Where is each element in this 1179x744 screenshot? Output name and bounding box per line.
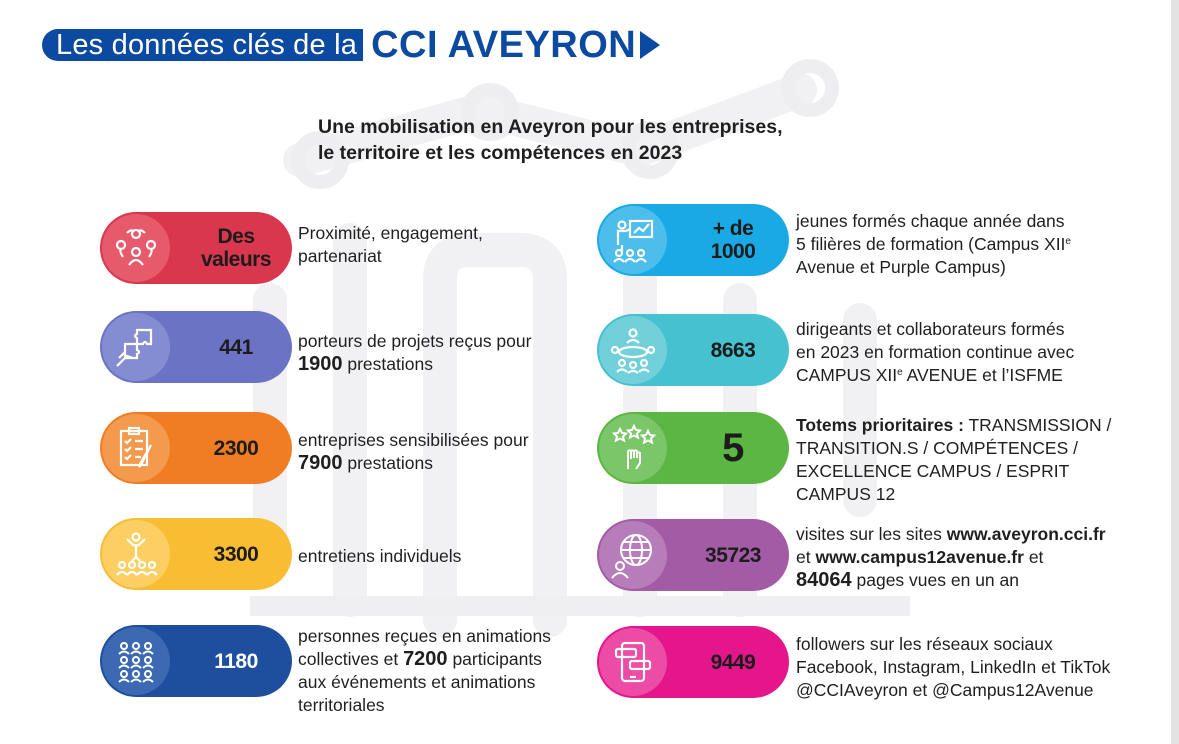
- stat-value: 35723: [705, 543, 761, 567]
- text-line-1: followers sur les réseaux sociaux: [796, 634, 1053, 654]
- text-line-2: Facebook, Instagram, LinkedIn et TikTok: [796, 657, 1111, 677]
- header-title-light: Les données clés de la: [42, 29, 364, 61]
- site-link-1: www.aveyron.cci.fr: [946, 524, 1106, 544]
- stat-value: 8663: [710, 338, 756, 362]
- stat-text-b: prestations: [347, 354, 433, 374]
- stat-number: 7900: [298, 452, 343, 474]
- text-line-1: visites sur les sites: [796, 524, 942, 544]
- header-arrow-icon: [640, 31, 661, 59]
- puzzle-hand-icon: [102, 313, 170, 381]
- text-line-2b: et: [1028, 547, 1044, 567]
- stat-card-interviews: 3300: [100, 518, 292, 590]
- stat-text-visits: visites sur les sites www.aveyron.cci.fr…: [796, 523, 1136, 592]
- stat-text-totems: Totems prioritaires : TRANSMISSION / TRA…: [796, 414, 1136, 506]
- crowd-icon: [102, 627, 170, 695]
- stat-card-followers: 9449: [597, 626, 789, 698]
- text-line-3: @CCIAveyron et @Campus12Avenue: [796, 680, 1094, 700]
- stat-value-line-1: Des: [217, 225, 255, 248]
- people-circle-icon: [102, 214, 170, 282]
- text-line-3b: AVENUE et l’ISFME: [902, 365, 1063, 385]
- stat-card-youth: + de 1000: [597, 204, 789, 276]
- text-line-3: Avenue et Purple Campus): [796, 257, 1006, 277]
- header-title-strong: CCI AVEYRON: [371, 24, 637, 66]
- stat-value: 3300: [213, 542, 259, 566]
- stat-text-interviews: entretiens individuels: [298, 546, 462, 566]
- stat-text-a: entreprises sensibilisées pour: [298, 430, 529, 450]
- meeting-table-icon: [599, 316, 667, 384]
- stat-value: 2300: [213, 436, 259, 460]
- superscript: e: [1065, 236, 1071, 247]
- page-edge: [1171, 0, 1179, 744]
- stars-hand-icon: [599, 414, 667, 482]
- site-link-2: www.campus12avenue.fr: [815, 547, 1024, 567]
- stat-number: 7200: [403, 648, 448, 670]
- stat-text-a: porteurs de projets reçus pour: [298, 331, 532, 351]
- text-line-2: TRANSITION.S / COMPÉTENCES /: [796, 438, 1078, 458]
- stat-card-trained: 8663: [597, 314, 789, 386]
- stat-value: + de 1000: [677, 204, 789, 276]
- stat-card-visits: 35723: [597, 519, 789, 591]
- text-line-3: pages vues en un an: [856, 570, 1020, 590]
- stat-text-b: participants aux événements et animation…: [298, 649, 542, 715]
- stat-text-a: personnes reçues en animations collectiv…: [298, 626, 551, 669]
- subtitle-line-2: le territoire et les compétences en 2023: [318, 142, 683, 164]
- text-line-2: 5 filières de formation (Campus XII: [796, 234, 1066, 254]
- stat-value-line-2: 1000: [710, 240, 756, 263]
- stat-text-b: prestations: [347, 453, 433, 473]
- stat-value: 1180: [214, 649, 258, 673]
- text-strong: Totems prioritaires :: [796, 415, 964, 435]
- stat-value: 5: [722, 425, 744, 470]
- subtitle-line-1: Une mobilisation en Aveyron pour les ent…: [318, 116, 783, 138]
- stat-text-youth: jeunes formés chaque année dans 5 filièr…: [796, 210, 1126, 279]
- text-line-2: en 2023 en formation continue avec: [796, 342, 1075, 362]
- checklist-icon: [102, 414, 170, 482]
- stat-card-values: Des valeurs: [100, 212, 292, 284]
- text-line-3a: CAMPUS XII: [796, 365, 898, 385]
- stat-card-companies: 2300: [100, 412, 292, 484]
- superscript: e: [897, 367, 903, 378]
- training-board-icon: [599, 206, 667, 274]
- page-header: Les données clés de la CCI AVEYRON: [42, 24, 661, 66]
- stat-card-totems: 5: [597, 412, 789, 484]
- stat-value: Des valeurs: [180, 212, 292, 284]
- text-line-1: dirigeants et collaborateurs formés: [796, 319, 1065, 339]
- stat-card-projects: 441: [100, 311, 292, 383]
- stat-text-values: Proximité, engagement, partenariat: [298, 223, 483, 266]
- stat-card-collective: 1180: [100, 625, 292, 697]
- stat-text-followers: followers sur les réseaux sociaux Facebo…: [796, 633, 1136, 702]
- stat-text-trained: dirigeants et collaborateurs formés en 2…: [796, 318, 1126, 387]
- text-line-1: jeunes formés chaque année dans: [796, 211, 1065, 231]
- text-line-3: EXCELLENCE CAMPUS / ESPRIT CAMPUS 12: [796, 461, 1069, 504]
- phone-chat-icon: [599, 628, 667, 696]
- stat-number: 1900: [298, 353, 343, 375]
- stat-value-line-2: valeurs: [200, 248, 272, 271]
- stat-text-projects: porteurs de projets reçus pour 1900 pres…: [298, 330, 568, 376]
- stat-value: 9449: [710, 650, 756, 674]
- speaker-audience-icon: [102, 520, 170, 588]
- stat-text-companies: entreprises sensibilisées pour 7900 pres…: [298, 429, 568, 475]
- stat-number: 84064: [796, 569, 852, 591]
- text-line-1: TRANSMISSION /: [968, 415, 1112, 435]
- globe-user-icon: [599, 521, 667, 589]
- stat-value: 441: [219, 335, 253, 359]
- stat-value-line-1: + de: [712, 217, 754, 240]
- stat-text-collective: personnes reçues en animations collectiv…: [298, 625, 568, 717]
- text-line-2a: et: [796, 547, 811, 567]
- subtitle: Une mobilisation en Aveyron pour les ent…: [318, 114, 938, 166]
